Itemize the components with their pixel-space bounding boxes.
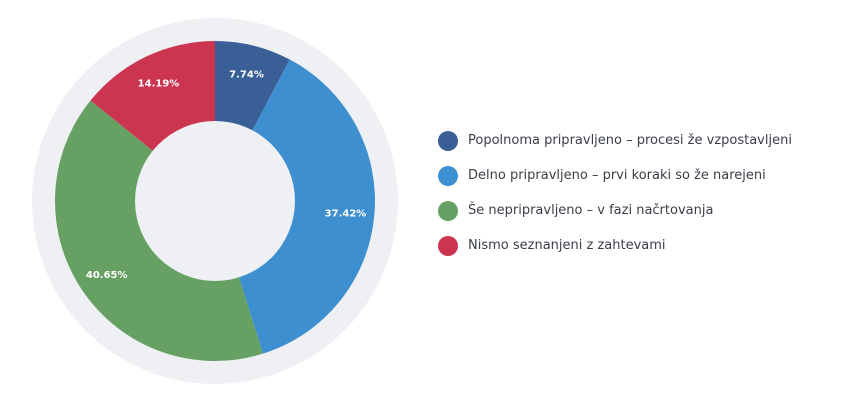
legend-item[interactable]: Še nepripravljeno – v fazi načrtovanja [438,193,838,228]
legend-item[interactable]: Popolnoma pripravljeno – procesi že vzpo… [438,123,838,158]
chart-slice-labels: 7.74% 37.42% 40.65% 14.19% [86,69,366,281]
legend-marker [438,130,458,151]
legend-label: Nismo seznanjeni z zahtevami [468,238,666,253]
legend-marker [438,200,458,221]
slice-label-3: 40.65% [86,270,128,281]
legend-marker [438,235,458,256]
legend-label: Popolnoma pripravljeno – procesi že vzpo… [468,133,792,148]
chart-legend: Popolnoma pripravljeno – procesi že vzpo… [438,123,838,263]
slice-label-2: 37.42% [325,208,367,219]
chart-center-hole [135,121,295,281]
legend-marker [438,165,458,186]
legend-item[interactable]: Nismo seznanjeni z zahtevami [438,228,838,263]
legend-label: Še nepripravljeno – v fazi načrtovanja [468,203,714,218]
legend-item[interactable]: Delno pripravljeno – prvi koraki so že n… [438,158,838,193]
legend-label: Delno pripravljeno – prvi koraki so že n… [468,168,766,183]
slice-label-4: 14.19% [138,78,180,89]
slice-label-1: 7.74% [229,69,264,80]
chart-slices [54,41,375,361]
